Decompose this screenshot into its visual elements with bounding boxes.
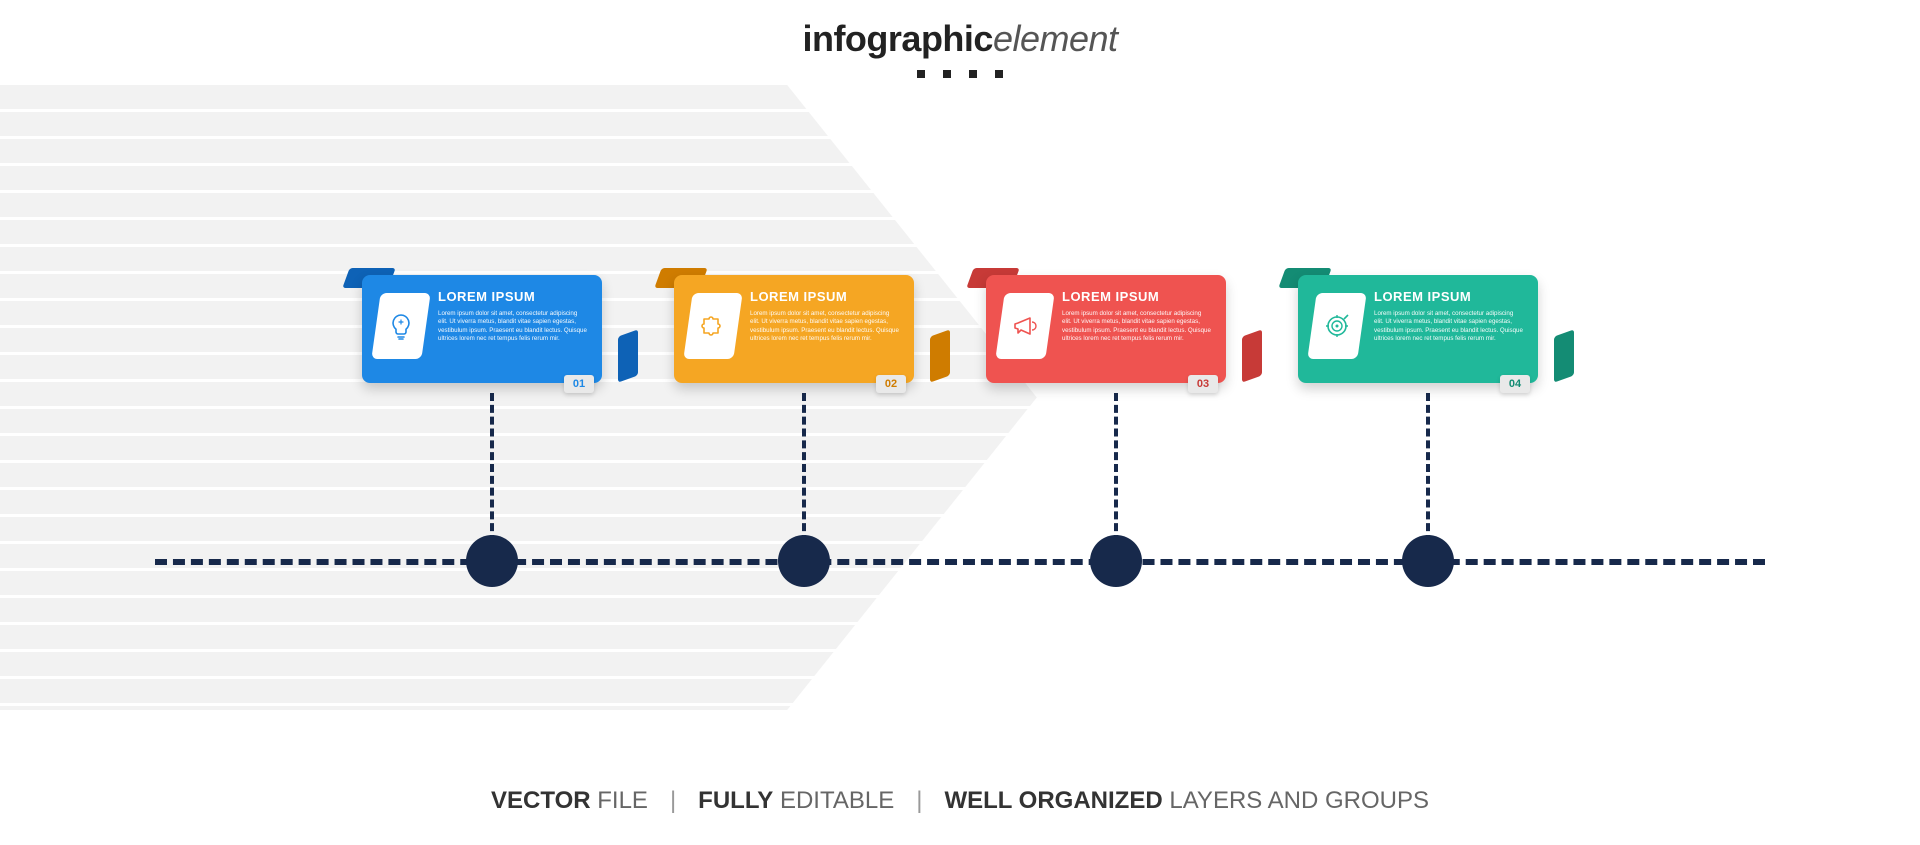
card-text: LOREM IPSUM Lorem ipsum dolor sit amet, …: [438, 289, 588, 369]
card-body: Lorem ipsum dolor sit amet, consectetur …: [1062, 310, 1212, 343]
header-dots: [0, 70, 1920, 78]
card-title: LOREM IPSUM: [750, 289, 900, 304]
connector-line: [1114, 393, 1118, 543]
card: LOREM IPSUM Lorem ipsum dolor sit amet, …: [986, 275, 1226, 383]
dot-icon: [995, 70, 1003, 78]
card-title: LOREM IPSUM: [1374, 289, 1524, 304]
footer-bold: VECTOR: [491, 787, 591, 814]
footer-light: LAYERS AND GROUPS: [1163, 787, 1429, 814]
card-body: Lorem ipsum dolor sit amet, consectetur …: [438, 310, 588, 343]
target-icon: [1307, 293, 1366, 359]
card-step-01: LOREM IPSUM Lorem ipsum dolor sit amet, …: [362, 275, 622, 595]
header: infographicelement: [0, 18, 1920, 78]
title-bold: infographic: [802, 18, 993, 59]
footer: VECTOR FILE | FULLY EDITABLE | WELL ORGANIZE…: [0, 787, 1920, 815]
dot-icon: [917, 70, 925, 78]
footer-bold: WELL ORGANIZED: [944, 787, 1162, 814]
card-step-02: LOREM IPSUM Lorem ipsum dolor sit amet, …: [674, 275, 934, 595]
card: LOREM IPSUM Lorem ipsum dolor sit amet, …: [1298, 275, 1538, 383]
dot-icon: [943, 70, 951, 78]
card-step-04: LOREM IPSUM Lorem ipsum dolor sit amet, …: [1298, 275, 1558, 595]
dot-icon: [969, 70, 977, 78]
timeline-dot: [1090, 535, 1142, 587]
lightbulb-icon: [371, 293, 430, 359]
card-step-03: LOREM IPSUM Lorem ipsum dolor sit amet, …: [986, 275, 1246, 595]
card-tab-right: [930, 329, 950, 382]
megaphone-icon: [995, 293, 1054, 359]
card: LOREM IPSUM Lorem ipsum dolor sit amet, …: [362, 275, 602, 383]
connector-line: [490, 393, 494, 543]
card-title: LOREM IPSUM: [438, 289, 588, 304]
card-tab-right: [1554, 329, 1574, 382]
card-body: Lorem ipsum dolor sit amet, consectetur …: [1374, 310, 1524, 343]
connector-line: [802, 393, 806, 543]
card-text: LOREM IPSUM Lorem ipsum dolor sit amet, …: [1062, 289, 1212, 369]
card-tab-right: [1242, 329, 1262, 382]
footer-bold: FULLY: [698, 787, 773, 814]
timeline-dot: [466, 535, 518, 587]
footer-light: FILE: [591, 787, 648, 814]
card-text: LOREM IPSUM Lorem ipsum dolor sit amet, …: [1374, 289, 1524, 369]
card-number-badge: 02: [876, 375, 906, 393]
card-text: LOREM IPSUM Lorem ipsum dolor sit amet, …: [750, 289, 900, 369]
timeline-dot: [778, 535, 830, 587]
page-title: infographicelement: [0, 18, 1920, 60]
timeline-dot: [1402, 535, 1454, 587]
card-number-badge: 04: [1500, 375, 1530, 393]
cards-row: LOREM IPSUM Lorem ipsum dolor sit amet, …: [0, 275, 1920, 595]
footer-separator: |: [916, 787, 922, 814]
footer-light: EDITABLE: [773, 787, 894, 814]
card-number-badge: 03: [1188, 375, 1218, 393]
title-italic: element: [993, 18, 1118, 59]
card-tab-right: [618, 329, 638, 382]
footer-separator: |: [670, 787, 676, 814]
card-body: Lorem ipsum dolor sit amet, consectetur …: [750, 310, 900, 343]
card: LOREM IPSUM Lorem ipsum dolor sit amet, …: [674, 275, 914, 383]
puzzle-icon: [683, 293, 742, 359]
card-number-badge: 01: [564, 375, 594, 393]
connector-line: [1426, 393, 1430, 543]
card-title: LOREM IPSUM: [1062, 289, 1212, 304]
